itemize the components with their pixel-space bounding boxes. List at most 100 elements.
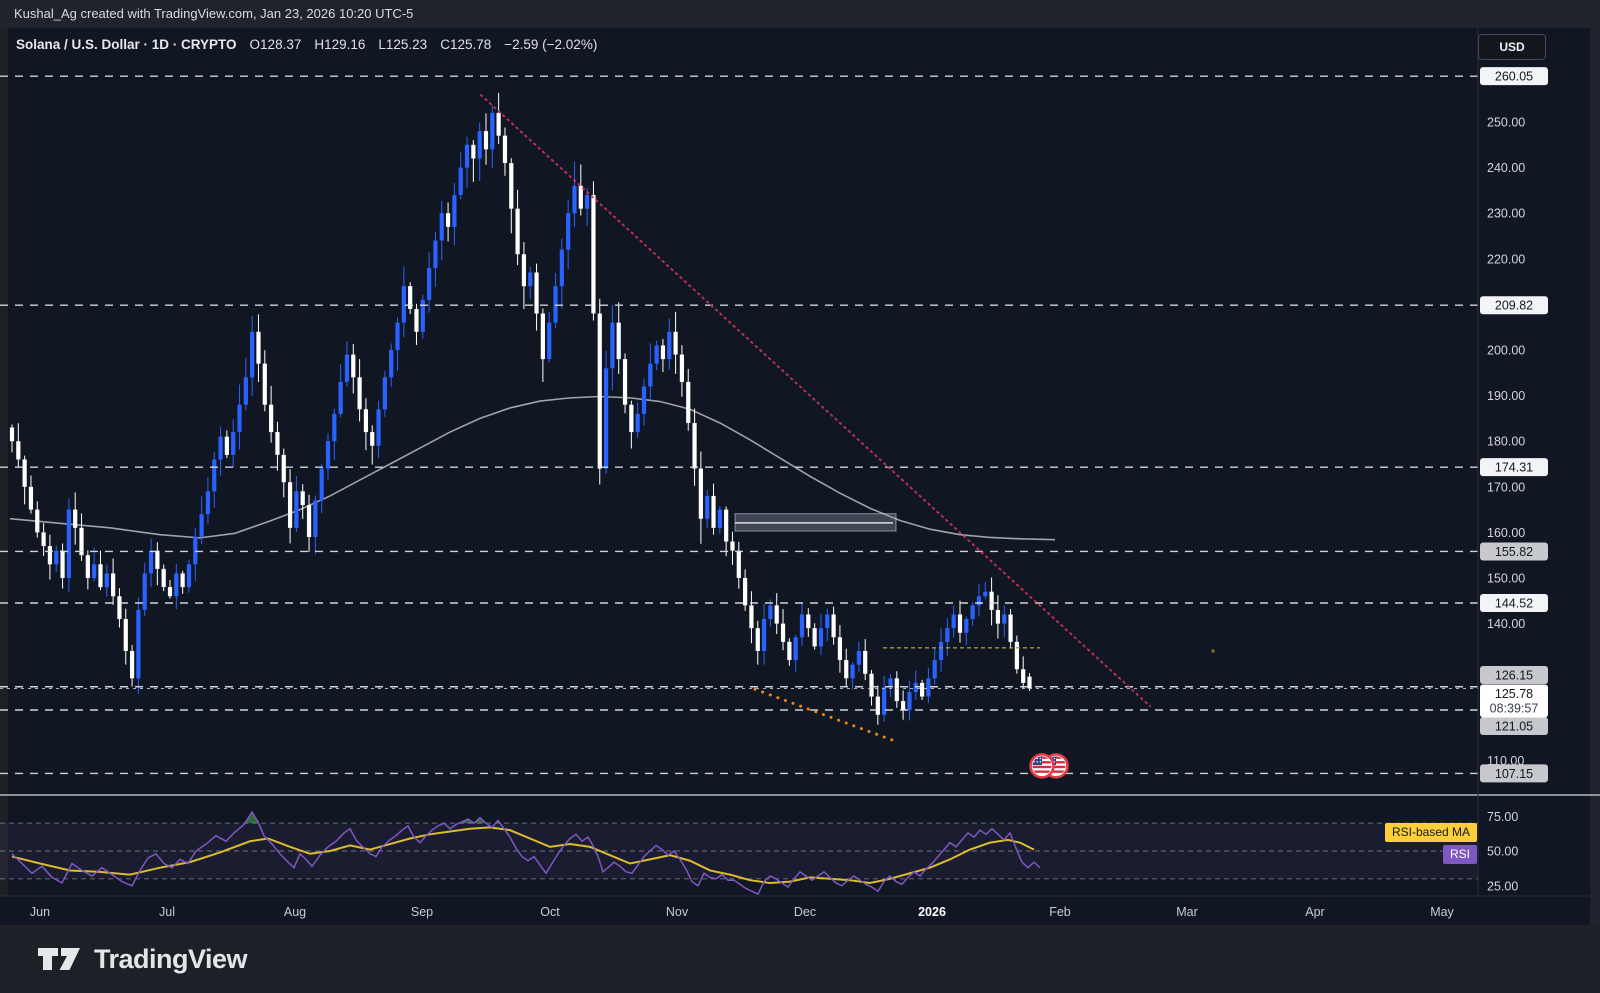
candle[interactable] — [313, 495, 318, 555]
candle[interactable] — [957, 600, 963, 643]
candle[interactable] — [515, 189, 520, 266]
candle[interactable] — [547, 311, 552, 363]
candle[interactable] — [970, 601, 975, 626]
candle[interactable] — [104, 564, 109, 597]
main-pane[interactable] — [0, 75, 1478, 779]
rsi-ma-line[interactable] — [11, 826, 1035, 884]
candlestick-series[interactable] — [9, 92, 1032, 725]
candle[interactable] — [382, 370, 387, 418]
candle[interactable] — [578, 164, 583, 216]
candle[interactable] — [667, 318, 672, 370]
candle[interactable] — [938, 627, 944, 672]
candle[interactable] — [427, 252, 432, 313]
candle[interactable] — [717, 506, 722, 534]
candle[interactable] — [414, 303, 419, 345]
candle[interactable] — [205, 477, 211, 524]
chart-area[interactable]: 250.00 240.00 230.00 220.00 200.00 190.00 180.… — [0, 28, 1600, 925]
candle[interactable] — [199, 496, 204, 544]
candle[interactable] — [250, 315, 255, 397]
candle[interactable] — [768, 599, 773, 627]
candle[interactable] — [98, 550, 103, 591]
candle[interactable] — [142, 563, 147, 617]
price-axis-tick[interactable]: 230.00 — [1487, 207, 1525, 221]
candle[interactable] — [749, 591, 754, 644]
ma-line[interactable] — [9, 395, 1056, 541]
price-axis-tick[interactable]: 190.00 — [1487, 389, 1525, 403]
candle[interactable] — [54, 545, 59, 572]
candle[interactable] — [218, 426, 223, 476]
candle[interactable] — [47, 534, 53, 580]
candle[interactable] — [673, 311, 678, 374]
candle[interactable] — [806, 608, 811, 637]
candle[interactable] — [16, 423, 21, 467]
rsi-axis-tick[interactable]: 50.00 — [1487, 845, 1518, 859]
time-axis-label[interactable]: May — [1430, 905, 1454, 919]
candle[interactable] — [1021, 656, 1026, 689]
candle[interactable] — [420, 294, 425, 339]
candle[interactable] — [79, 513, 84, 561]
candle[interactable] — [616, 302, 621, 374]
candle[interactable] — [502, 127, 508, 176]
candle[interactable] — [180, 570, 185, 594]
candle[interactable] — [597, 298, 602, 485]
candle[interactable] — [869, 669, 874, 706]
candle[interactable] — [534, 263, 539, 331]
rsi-pane[interactable] — [0, 810, 1478, 896]
candle[interactable] — [306, 494, 312, 552]
rsi-axis-tick[interactable]: 25.00 — [1487, 879, 1518, 893]
candle[interactable] — [736, 541, 741, 589]
candle[interactable] — [1002, 605, 1007, 638]
candle[interactable] — [123, 608, 128, 665]
candle[interactable] — [692, 408, 697, 486]
candle[interactable] — [243, 357, 248, 411]
price-axis-tick[interactable]: 240.00 — [1487, 161, 1525, 175]
candle[interactable] — [408, 282, 413, 315]
candle[interactable] — [648, 343, 653, 401]
rsi-line[interactable] — [11, 810, 1041, 896]
candle[interactable] — [212, 451, 217, 508]
time-axis-label[interactable]: Apr — [1305, 905, 1324, 919]
symbol-legend[interactable]: Solana / U.S. Dollar · 1D · CRYPTO O128.… — [16, 37, 597, 52]
candle[interactable] — [856, 641, 861, 672]
price-axis-tick[interactable]: 150.00 — [1487, 572, 1525, 586]
price-axis-tick[interactable]: 250.00 — [1487, 116, 1525, 130]
candle[interactable] — [761, 603, 767, 665]
candle[interactable] — [654, 340, 659, 371]
candle[interactable] — [174, 563, 179, 610]
candle[interactable] — [894, 671, 899, 708]
candle[interactable] — [483, 113, 489, 165]
candle[interactable] — [932, 647, 937, 685]
candle[interactable] — [224, 430, 229, 459]
candle[interactable] — [41, 523, 46, 556]
candle[interactable] — [844, 648, 849, 688]
candle[interactable] — [275, 421, 280, 471]
candle[interactable] — [559, 238, 564, 309]
candle[interactable] — [325, 433, 331, 480]
candle[interactable] — [401, 266, 406, 338]
candle[interactable] — [344, 340, 350, 387]
candle[interactable] — [926, 667, 931, 703]
candle[interactable] — [730, 531, 735, 565]
price-chart-canvas[interactable]: 250.00 240.00 230.00 220.00 200.00 190.00 180.… — [0, 28, 1600, 925]
candle[interactable] — [603, 350, 609, 474]
candle[interactable] — [477, 122, 482, 182]
currency-toggle-button[interactable]: USD — [1478, 34, 1546, 60]
time-axis-label[interactable]: Dec — [794, 905, 816, 919]
candle[interactable] — [888, 673, 893, 698]
candle[interactable] — [850, 662, 855, 690]
candle[interactable] — [780, 609, 786, 651]
price-axis-tick[interactable]: 170.00 — [1487, 480, 1525, 494]
candle[interactable] — [231, 419, 236, 468]
candle[interactable] — [945, 618, 950, 657]
candle[interactable] — [705, 489, 710, 529]
candle[interactable] — [553, 272, 558, 328]
candle[interactable] — [919, 679, 925, 700]
candle[interactable] — [237, 384, 242, 450]
candle[interactable] — [370, 425, 375, 465]
candle[interactable] — [471, 140, 476, 182]
time-axis-label[interactable]: Oct — [540, 905, 560, 919]
candle[interactable] — [774, 593, 779, 635]
candle[interactable] — [831, 606, 836, 645]
orange-trendline[interactable] — [753, 687, 900, 744]
candle[interactable] — [528, 266, 533, 300]
